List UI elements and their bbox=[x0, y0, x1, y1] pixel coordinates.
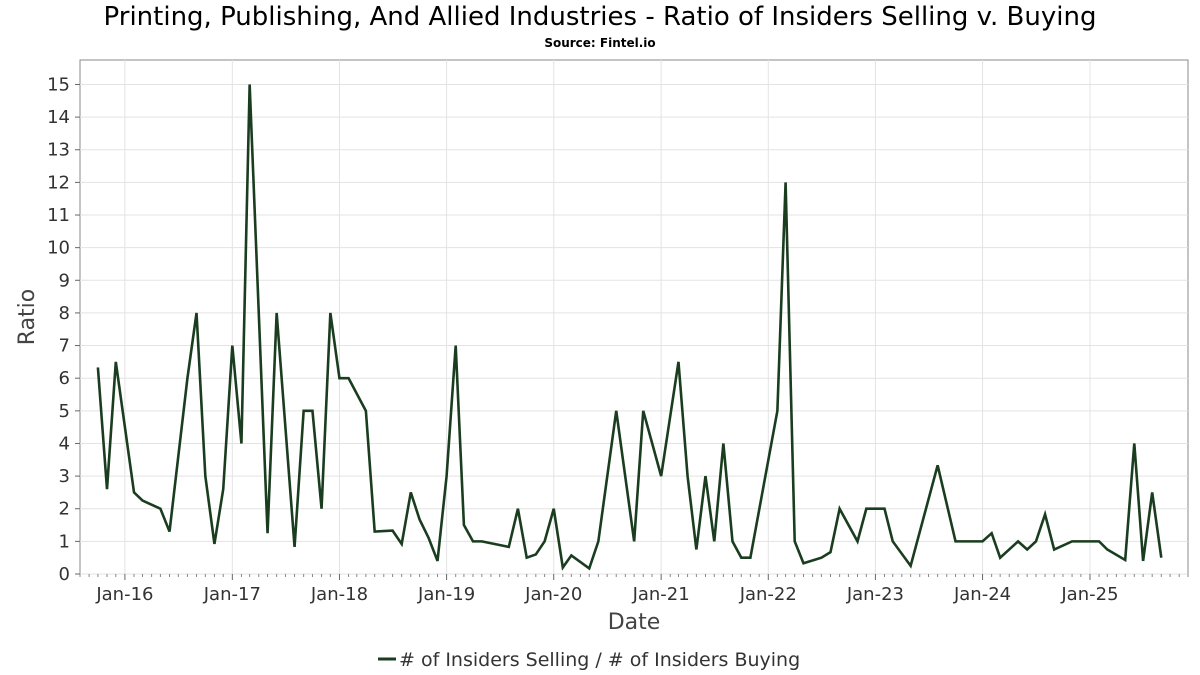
y-tick-label: 9 bbox=[59, 270, 70, 291]
y-tick-label: 15 bbox=[47, 74, 70, 95]
y-tick-label: 12 bbox=[47, 172, 70, 193]
y-tick-label: 6 bbox=[59, 368, 70, 389]
y-tick-label: 2 bbox=[59, 499, 70, 520]
x-tick-label: Jan-16 bbox=[95, 584, 153, 605]
x-tick-label: Jan-19 bbox=[417, 584, 475, 605]
series-line bbox=[96, 84, 1163, 571]
x-tick-label: Jan-20 bbox=[524, 584, 582, 605]
x-axis: Jan-16 Jan-17 Jan-18 Jan-19 Jan-20 Jan-21 Jan-… bbox=[79, 574, 1189, 605]
x-tick-label: Jan-17 bbox=[203, 584, 261, 605]
y-tick-label: 7 bbox=[59, 336, 70, 357]
legend: # of Insiders Selling / # of Insiders Bu… bbox=[378, 649, 800, 671]
y-tick-label: 13 bbox=[47, 140, 70, 161]
x-axis-title: Date bbox=[608, 610, 661, 635]
x-tick-label: Jan-22 bbox=[739, 584, 797, 605]
y-tick-label: 1 bbox=[59, 531, 70, 552]
y-tick-label: 4 bbox=[59, 433, 70, 454]
chart-subtitle: Source: Fintel.io bbox=[544, 36, 656, 50]
plot-area bbox=[79, 59, 1189, 575]
chart-title: Printing, Publishing, And Allied Industr… bbox=[103, 2, 1097, 32]
y-tick-label: 14 bbox=[47, 107, 70, 128]
x-tick-label: Jan-25 bbox=[1060, 584, 1118, 605]
y-tick-label: 11 bbox=[47, 205, 70, 226]
x-tick-label: Jan-23 bbox=[846, 584, 904, 605]
series-layer bbox=[96, 84, 1163, 571]
y-tick-label: 0 bbox=[59, 564, 70, 585]
y-tick-label: 3 bbox=[59, 466, 70, 487]
y-axis-title: Ratio bbox=[15, 289, 40, 345]
y-tick-label: 10 bbox=[47, 238, 70, 259]
y-tick-label: 5 bbox=[59, 401, 70, 422]
x-tick-label: Jan-18 bbox=[310, 584, 368, 605]
x-tick-label: Jan-24 bbox=[953, 584, 1011, 605]
legend-label: # of Insiders Selling / # of Insiders Bu… bbox=[399, 649, 800, 671]
x-tick-label: Jan-21 bbox=[632, 584, 690, 605]
y-tick-label: 8 bbox=[59, 303, 70, 324]
